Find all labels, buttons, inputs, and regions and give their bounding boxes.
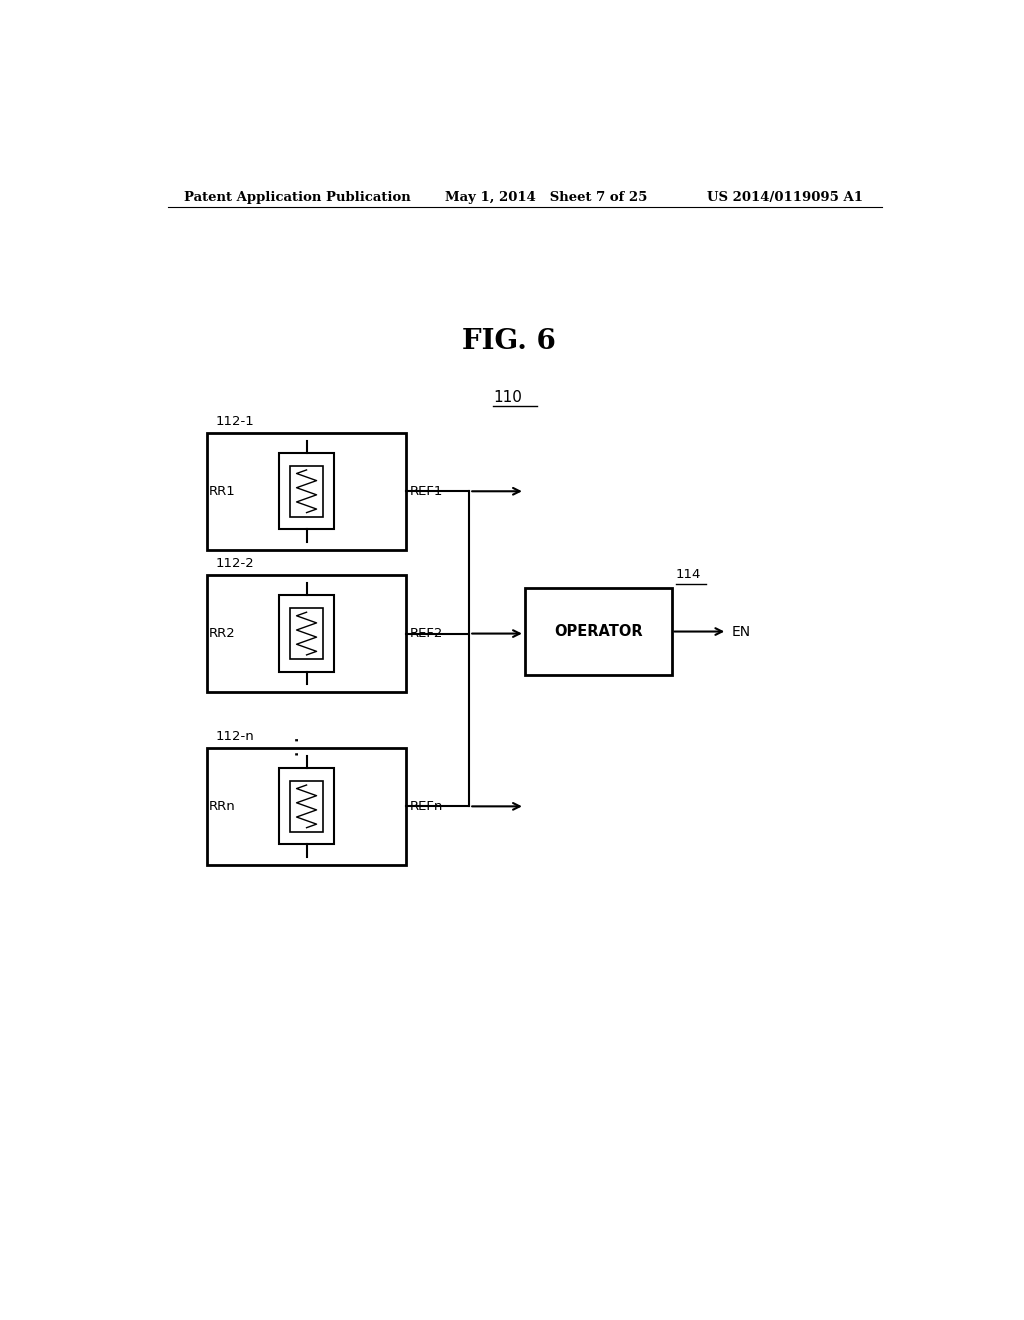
Text: 114: 114 xyxy=(676,568,701,581)
Bar xyxy=(279,768,334,845)
Text: REF1: REF1 xyxy=(410,484,443,498)
Text: 110: 110 xyxy=(494,389,522,405)
Bar xyxy=(290,781,324,832)
Text: 112-2: 112-2 xyxy=(215,557,254,570)
Text: EN: EN xyxy=(731,624,751,639)
Text: REFn: REFn xyxy=(410,800,443,813)
Text: OPERATOR: OPERATOR xyxy=(554,624,642,639)
Text: RRn: RRn xyxy=(209,800,236,813)
Text: REF2: REF2 xyxy=(410,627,443,640)
Text: FIG. 6: FIG. 6 xyxy=(462,327,556,355)
Text: RR2: RR2 xyxy=(209,627,236,640)
Bar xyxy=(207,433,406,549)
Text: May 1, 2014   Sheet 7 of 25: May 1, 2014 Sheet 7 of 25 xyxy=(445,190,648,203)
Text: US 2014/0119095 A1: US 2014/0119095 A1 xyxy=(708,190,863,203)
Bar xyxy=(279,453,334,529)
Bar xyxy=(279,595,334,672)
Bar xyxy=(207,576,406,692)
Bar xyxy=(207,748,406,865)
Text: Patent Application Publication: Patent Application Publication xyxy=(183,190,411,203)
Bar xyxy=(290,609,324,659)
Text: 112-1: 112-1 xyxy=(215,414,254,428)
Bar xyxy=(524,589,672,675)
Text: RR1: RR1 xyxy=(209,484,236,498)
Text: · · ·: · · · xyxy=(289,735,308,771)
Text: 112-n: 112-n xyxy=(215,730,254,743)
Bar xyxy=(290,466,324,516)
